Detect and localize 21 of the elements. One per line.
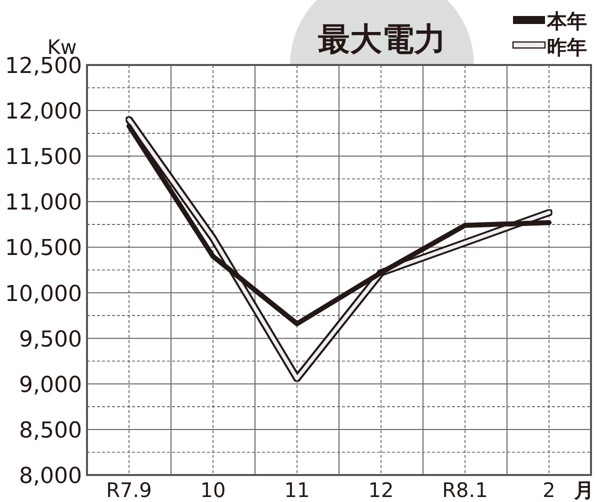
y-tick-label: 8,000 — [19, 464, 82, 489]
x-tick-label: R7.9 — [106, 478, 152, 502]
y-tick-label: 10,500 — [5, 236, 82, 262]
x-tick-label: R8.1 — [442, 478, 488, 502]
line-series — [127, 118, 551, 380]
y-tick-label: 8,500 — [19, 418, 82, 444]
legend-label: 昨年 — [547, 35, 587, 59]
x-tick-label: 12 — [368, 478, 394, 502]
y-tick-label: 12,000 — [5, 100, 82, 125]
y-tick-label: 10,000 — [5, 282, 82, 307]
x-axis-title: 月 — [573, 478, 594, 502]
x-tick-label: 11 — [284, 478, 310, 502]
legend-label: 本年 — [546, 9, 587, 33]
x-tick-label: 10 — [200, 478, 226, 502]
y-tick-label: 11,500 — [5, 145, 82, 170]
y-tick-label: 9,500 — [19, 327, 82, 352]
y-tick-label: 11,000 — [5, 190, 82, 216]
y-tick-label: 12,500 — [5, 54, 82, 79]
x-tick-label: 2 — [542, 478, 556, 502]
chart-title: 最大電力 — [318, 20, 446, 58]
y-tick-label: 9,000 — [19, 372, 82, 398]
